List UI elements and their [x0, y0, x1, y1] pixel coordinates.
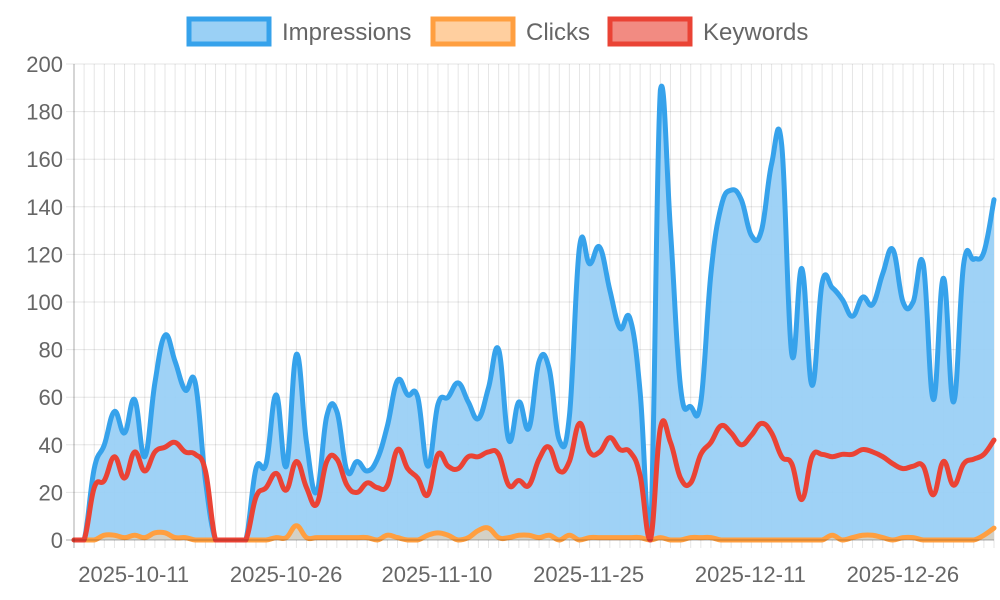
y-axis-tick-labels: 0 20 40 60 80 100 120 140 160 180 200	[26, 52, 63, 553]
x-tick-label: 2025-11-25	[533, 562, 644, 587]
x-tick-label: 2025-11-10	[382, 562, 493, 587]
legend-label-clicks: Clicks	[526, 19, 590, 46]
y-tick-label: 0	[51, 528, 63, 553]
y-tick-label: 40	[39, 433, 63, 458]
legend-swatch-impressions	[186, 16, 272, 47]
y-gridlines	[66, 63, 994, 541]
y-tick-label: 60	[39, 385, 63, 410]
keywords-line	[71, 418, 997, 543]
x-tick-label: 2025-12-11	[695, 562, 806, 587]
x-axis-tick-labels: 2025-10-11 2025-10-26 2025-11-10 2025-11-25…	[78, 562, 959, 587]
y-tick-label: 160	[26, 147, 63, 172]
y-tick-label: 80	[39, 338, 63, 363]
y-tick-label: 140	[26, 195, 63, 220]
x-tick-label: 2025-10-11	[78, 562, 189, 587]
y-tick-label: 120	[26, 242, 63, 267]
legend-label-keywords: Keywords	[703, 19, 808, 46]
legend-swatch-clicks	[430, 16, 516, 47]
axes	[66, 64, 994, 548]
x-tick-label: 2025-12-26	[847, 562, 960, 587]
x-tick-label: 2025-10-26	[230, 562, 343, 587]
y-tick-label: 100	[26, 290, 63, 315]
y-tick-label: 20	[39, 480, 63, 505]
y-tick-label: 180	[26, 100, 63, 125]
legend-swatch-keywords	[607, 16, 693, 47]
series-lines	[71, 84, 997, 543]
legend: Impressions Clicks Keywords	[186, 16, 808, 47]
legend-label-impressions: Impressions	[282, 19, 411, 46]
y-tick-label: 200	[26, 52, 63, 77]
